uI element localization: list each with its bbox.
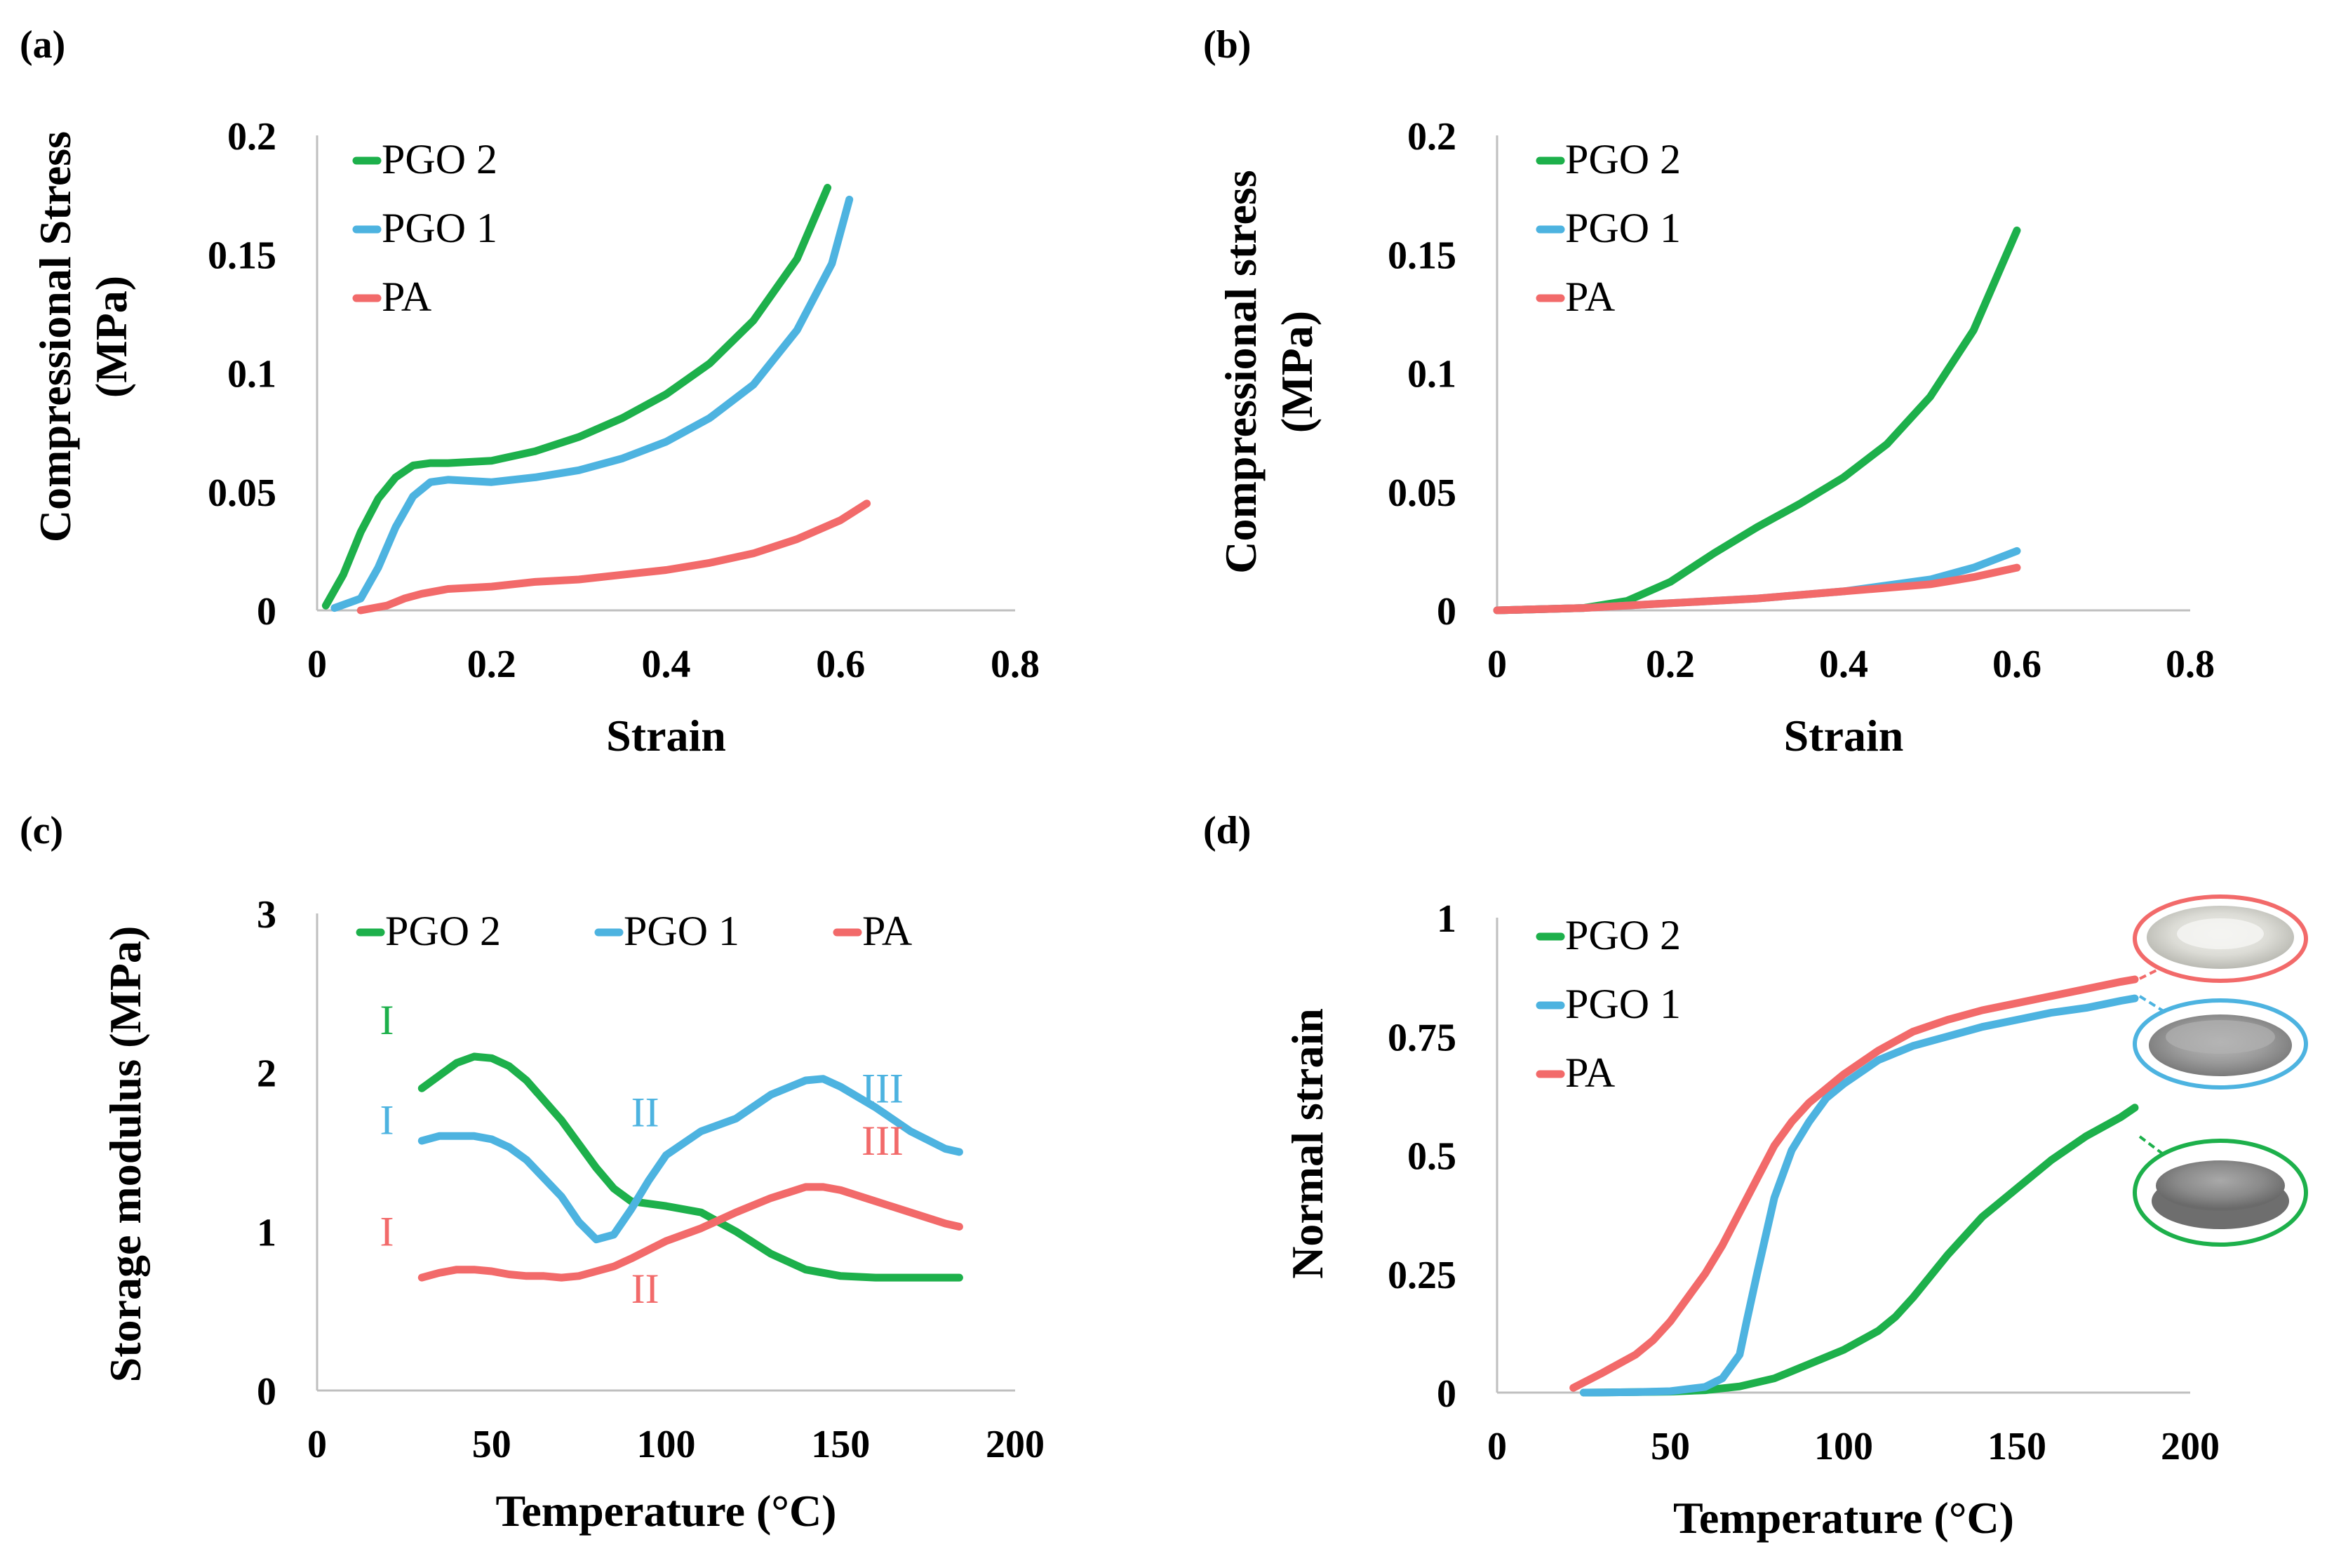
sample-photo-pgo1-top [2166,1020,2275,1054]
x-tick-label: 0.8 [991,643,1040,686]
y-tick-label: 0.25 [1388,1254,1456,1297]
x-tick-label: 150 [811,1423,870,1466]
panel-c: (c) 0 1 2 3 0 50 100 150 200 Temperature (°C) Stor… [20,809,1045,1536]
series-line-c-pa [417,1183,963,1282]
y-tick-label: 0.1 [1407,353,1456,396]
series-line-d-pa [1569,975,2139,1392]
y-tick-label: 3 [257,893,276,937]
panel-label-d: (d) [1203,809,1251,852]
x-axis-title-c: Temperature (°C) [496,1486,837,1536]
x-tick-label: 0.2 [467,643,516,686]
y-tick-label: 0.2 [227,115,276,159]
x-tick-label: 200 [2161,1425,2220,1468]
legend-label: PGO 2 [382,136,497,182]
panel-b: (b) 0 0.05 0.1 0.15 0.2 0 0.2 0.4 0.6 0.8 Strain Co… [1203,23,2215,760]
series-line-b-pa [1493,563,2021,615]
panel-label-b: (b) [1203,23,1251,67]
x-tick-label: 0.2 [1646,643,1695,686]
panel-label-c: (c) [20,809,63,852]
y-tick-label: 0.75 [1388,1016,1456,1059]
y-axis-title-a: (MPa) [86,276,136,398]
y-tick-label: 0.15 [208,234,276,277]
annotation-label: I [380,1097,394,1144]
legend-label: PGO 2 [385,908,501,954]
plot-a: 0 0.05 0.1 0.15 0.2 0 0.2 0.4 0.6 0.8 Strain Compre… [30,115,1040,760]
x-tick-label: 100 [637,1423,696,1466]
series-line-d-pgo1 [1580,994,2139,1397]
x-tick-label: 0.4 [1819,643,1868,686]
y-tick-label: 0 [1437,1372,1456,1416]
x-axis-title-d: Temperature (°C) [1673,1493,2014,1543]
series-line-c-pgo1 [417,1075,963,1244]
series-line-c-pgo2 [417,1052,963,1282]
x-axis-title-a: Strain [606,711,726,760]
x-tick-label: 0 [1487,1425,1507,1468]
x-tick-label: 0 [307,643,327,686]
annotation-label: III [861,1065,904,1111]
panel-label-a: (a) [20,23,65,67]
y-axis-title-d: Normal strain [1282,1008,1332,1279]
annotation-label: I [380,1208,394,1254]
legend-label: PA [1565,274,1615,320]
legend-label: PGO 1 [1565,981,1681,1027]
legend-label: PGO 2 [1565,912,1681,958]
x-tick-label: 0.8 [2166,643,2215,686]
x-tick-label: 0 [1487,643,1507,686]
y-tick-label: 1 [1437,897,1456,941]
y-axis-title-c: Storage modulus (MPa) [100,926,150,1383]
y-tick-label: 0.5 [1407,1135,1456,1179]
annotation-label: II [631,1266,659,1312]
x-tick-label: 50 [472,1423,511,1466]
x-tick-label: 150 [1987,1425,2046,1468]
annotation-label: I [380,997,394,1043]
legend-label: PA [1565,1050,1615,1096]
x-tick-label: 0.4 [642,643,691,686]
legend-label: PA [382,274,431,320]
legend-label: PGO 1 [1565,205,1681,251]
y-tick-label: 0.15 [1388,234,1456,277]
series-line-a-pgo2 [321,184,832,610]
y-tick-label: 0.1 [227,353,276,396]
plot-c: 0 1 2 3 0 50 100 150 200 Temperature (°C) Storage … [100,893,1045,1536]
legend-label: PGO 1 [624,908,739,954]
y-tick-label: 2 [257,1052,276,1096]
y-tick-label: 0.2 [1407,115,1456,159]
y-axis-title-b: (MPa) [1272,311,1322,433]
y-axis-title-b: Compressional stress [1216,170,1266,573]
x-axis-title-b: Strain [1784,711,1904,760]
series-line-b-pgo2 [1493,226,2021,615]
legend-label: PGO 2 [1565,136,1681,182]
y-tick-label: 0 [257,590,276,634]
y-tick-label: 0.05 [1388,471,1456,515]
y-tick-label: 0 [1437,590,1456,634]
annotation-label: III [861,1118,904,1164]
x-tick-label: 0.6 [1992,643,2041,686]
x-tick-label: 100 [1814,1425,1873,1468]
series-line-a-pa [356,500,871,615]
x-tick-label: 200 [986,1423,1045,1466]
x-tick-label: 0.6 [816,643,865,686]
annotation-label: II [631,1089,659,1135]
panel-d: (d) 0 0.25 0.5 0.75 1 0 50 100 150 200 Temperature… [1203,809,2308,1543]
y-tick-label: 0 [257,1370,276,1414]
x-tick-label: 50 [1651,1425,1690,1468]
y-tick-label: 0.05 [208,471,276,515]
y-axis-title-a: Compressional Stress [30,131,80,542]
series-line-a-pgo1 [330,195,854,612]
series-line-d-pgo2 [1580,1104,2139,1397]
y-tick-label: 1 [257,1211,276,1254]
x-tick-label: 0 [307,1423,327,1466]
sample-photos [2133,894,2308,1247]
legend-label: PA [862,908,912,954]
plot-d: 0 0.25 0.5 0.75 1 0 50 100 150 200 Temperature (°C… [1282,897,2220,1543]
panel-a: (a) 0 0.05 0.1 0.15 0.2 0 0.2 0.4 0.6 0.8 Strain Co… [20,23,1040,760]
sample-photo-pgo2 [2156,1160,2285,1211]
sample-photo-pa-center [2177,918,2264,949]
plot-b: 0 0.05 0.1 0.15 0.2 0 0.2 0.4 0.6 0.8 Strain Compre… [1216,115,2215,760]
legend-label: PGO 1 [382,205,497,251]
